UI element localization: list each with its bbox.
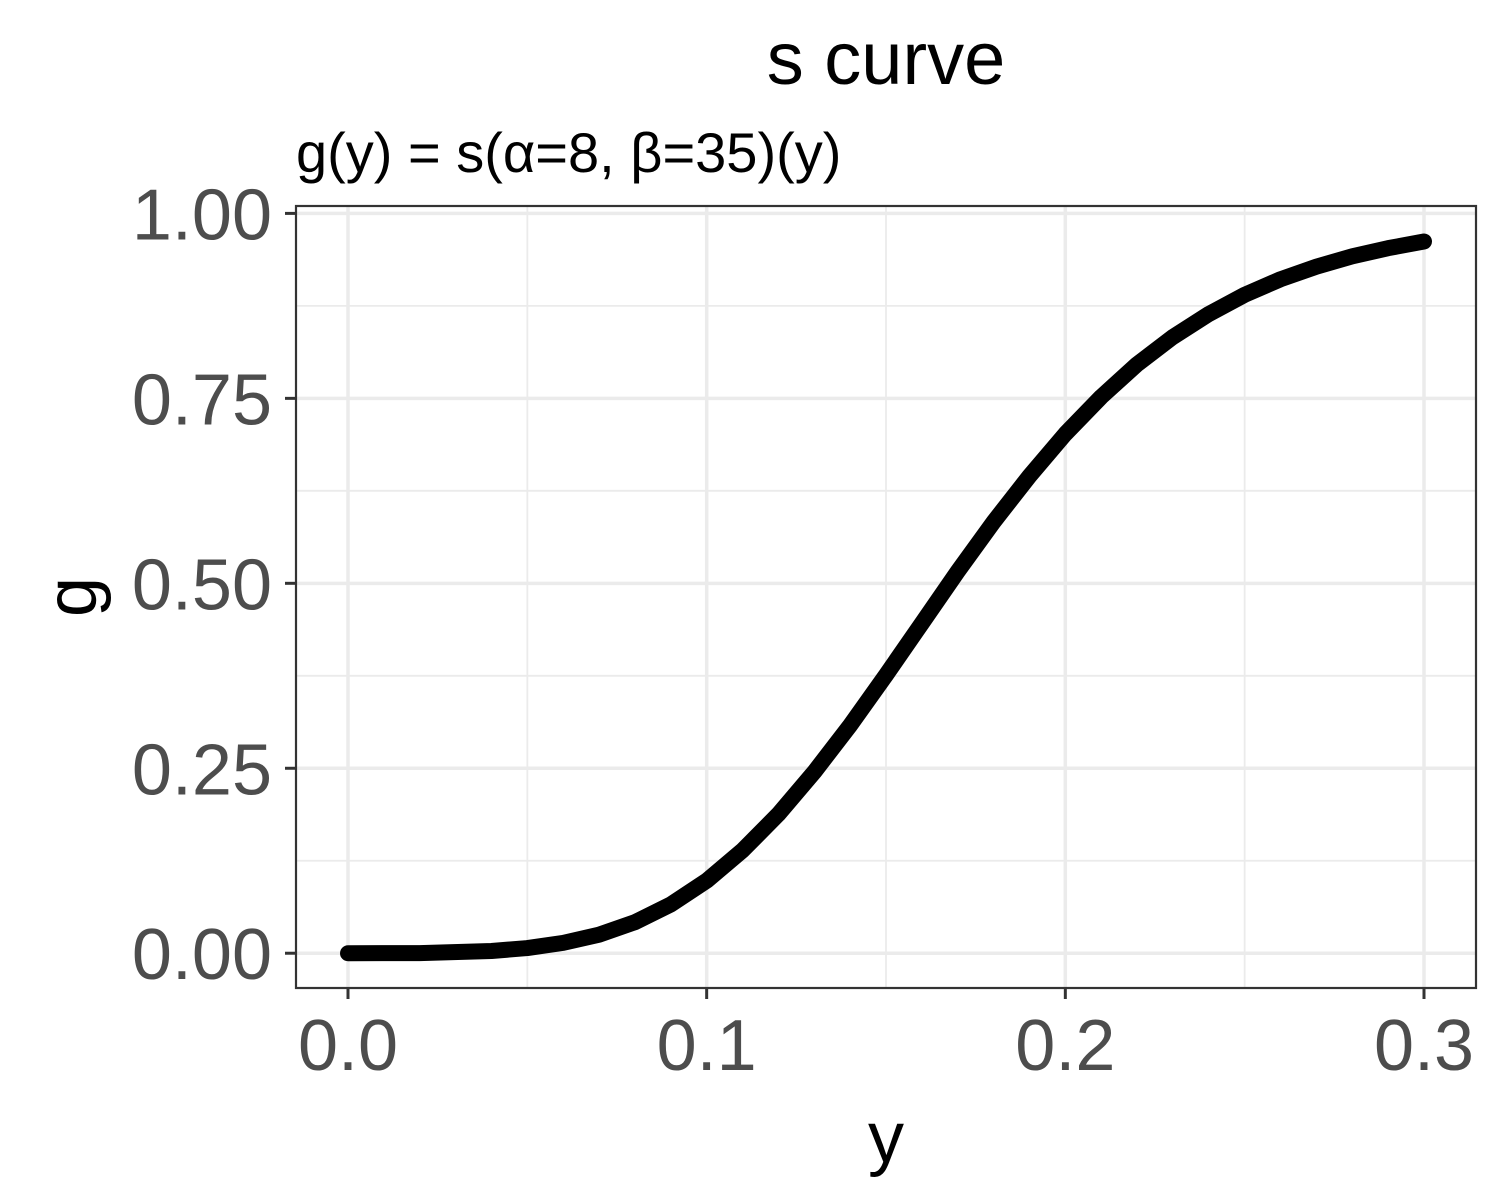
y-axis-title: g <box>32 577 112 617</box>
chart-subtitle: g(y) = s(α=8, β=35)(y) <box>296 121 841 184</box>
x-tick-label: 0.3 <box>1374 1006 1474 1086</box>
x-tick-label: 0.0 <box>298 1006 398 1086</box>
y-tick-label: 0.00 <box>132 915 272 995</box>
x-tick-label: 0.1 <box>657 1006 757 1086</box>
y-tick-label: 1.00 <box>132 175 272 255</box>
panel-border <box>294 204 1478 990</box>
x-axis: 0.0 0.1 0.2 0.3 <box>298 988 1474 1086</box>
series-line <box>340 233 1432 962</box>
chart-title: s curve <box>767 17 1006 100</box>
y-axis: 0.00 0.25 0.50 0.75 1.00 <box>132 175 296 995</box>
x-tick-label: 0.2 <box>1015 1006 1115 1086</box>
series-layer <box>340 233 1432 962</box>
x-axis-title: y <box>868 1098 904 1178</box>
minor-gridlines <box>296 206 1476 988</box>
plot-panel <box>294 204 1478 990</box>
y-tick-label: 0.25 <box>132 730 272 810</box>
y-tick-label: 0.50 <box>132 545 272 625</box>
y-tick-label: 0.75 <box>132 360 272 440</box>
